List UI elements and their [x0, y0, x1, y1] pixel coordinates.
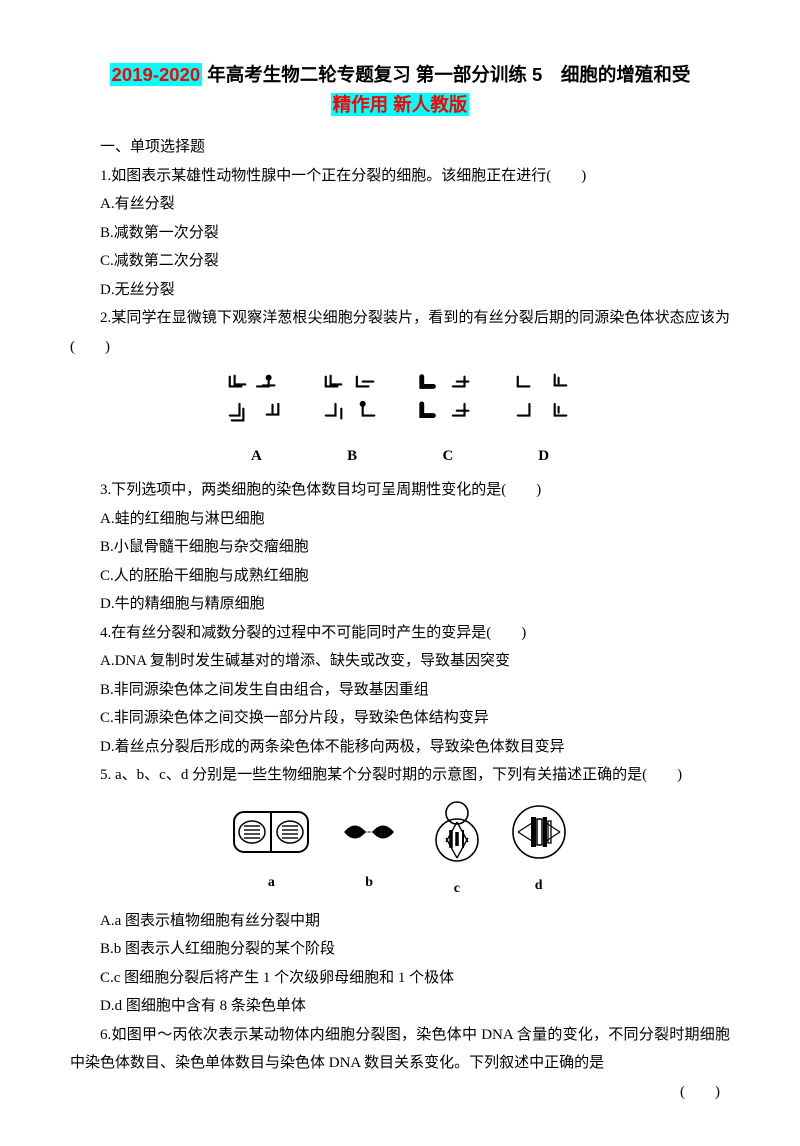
q5-stem: 5. a、b、c、d 分别是一些生物细胞某个分裂时期的示意图，下列有关描述正确的…	[70, 761, 730, 790]
chrom-label-c: C	[414, 442, 482, 471]
q2-figure-row: A B C	[70, 371, 730, 470]
q5-d: D.d 图细胞中含有 8 条染色单体	[70, 992, 730, 1021]
q5-a: A.a 图表示植物细胞有丝分裂中期	[70, 907, 730, 936]
q5-figure-row: a b c	[70, 800, 730, 903]
q1-a: A.有丝分裂	[70, 190, 730, 219]
q3-a: A.蛙的红细胞与淋巴细胞	[70, 505, 730, 534]
chrom-set-c: C	[414, 371, 482, 470]
q4-b: B.非同源染色体之间发生自由组合，导致基因重组	[70, 676, 730, 705]
cell-label-a: a	[232, 870, 310, 897]
q4-c: C.非同源染色体之间交换一部分片段，导致染色体结构变异	[70, 704, 730, 733]
chromosome-icon	[318, 371, 386, 429]
q5-c: C.c 图细胞分裂后将产生 1 个次级卵母细胞和 1 个极体	[70, 964, 730, 993]
chromosome-icon	[414, 371, 482, 429]
chromosome-icon	[510, 371, 578, 429]
chromosome-icon	[222, 371, 290, 429]
q1-c: C.减数第二次分裂	[70, 247, 730, 276]
cell-diagram-icon	[428, 800, 486, 864]
title-highlight-2: 精作用 新人教版	[331, 93, 470, 116]
cell-d: d	[510, 803, 568, 900]
q1-stem: 1.如图表示某雄性动物性腺中一个正在分裂的细胞。该细胞正在进行( )	[70, 162, 730, 191]
q6-stem: 6.如图甲～丙依次表示某动物体内细胞分裂图，染色体中 DNA 含量的变化，不同分…	[70, 1021, 730, 1078]
q1-b: B.减数第一次分裂	[70, 219, 730, 248]
chrom-label-a: A	[222, 442, 290, 471]
cell-a: a	[232, 806, 310, 897]
q2-stem-text: 2.某同学在显微镜下观察洋葱根尖细胞分裂装片，看到的有丝分裂后期的同源染色体状态…	[70, 310, 730, 355]
cell-label-d: d	[510, 873, 568, 900]
q3-c: C.人的胚胎干细胞与成熟红细胞	[70, 562, 730, 591]
q5-b: B.b 图表示人红细胞分裂的某个阶段	[70, 935, 730, 964]
title-highlight-1: 2019-2020	[110, 63, 202, 86]
page: 2019-2020 年高考生物二轮专题复习 第一部分训练 5 细胞的增殖和受 精…	[0, 0, 800, 1146]
chrom-set-d: D	[510, 371, 578, 470]
q6-paren: ( )	[70, 1078, 730, 1107]
q2-stem: 2.某同学在显微镜下观察洋葱根尖细胞分裂装片，看到的有丝分裂后期的同源染色体状态…	[70, 304, 730, 361]
chrom-label-b: B	[318, 442, 386, 471]
cell-c: c	[428, 800, 486, 903]
cell-diagram-icon	[510, 803, 568, 861]
document-title: 2019-2020 年高考生物二轮专题复习 第一部分训练 5 细胞的增殖和受 精…	[70, 60, 730, 119]
section-heading: 一、单项选择题	[70, 133, 730, 162]
q6-paren-text: ( )	[680, 1078, 720, 1107]
chrom-set-a: A	[222, 371, 290, 470]
cell-label-c: c	[428, 876, 486, 903]
cell-label-b: b	[334, 870, 404, 897]
q4-d: D.着丝点分裂后形成的两条染色体不能移向两极，导致染色体数目变异	[70, 733, 730, 762]
q1-d: D.无丝分裂	[70, 276, 730, 305]
chrom-set-b: B	[318, 371, 386, 470]
q4-a: A.DNA 复制时发生碱基对的增添、缺失或改变，导致基因突变	[70, 647, 730, 676]
q3-d: D.牛的精细胞与精原细胞	[70, 590, 730, 619]
cell-diagram-icon	[232, 806, 310, 858]
q3-stem: 3.下列选项中，两类细胞的染色体数目均可呈周期性变化的是( )	[70, 476, 730, 505]
chrom-label-d: D	[510, 442, 578, 471]
title-rest-1: 年高考生物二轮专题复习 第一部分训练 5 细胞的增殖和受	[202, 64, 690, 85]
q3-b: B.小鼠骨髓干细胞与杂交瘤细胞	[70, 533, 730, 562]
q4-stem: 4.在有丝分裂和减数分裂的过程中不可能同时产生的变异是( )	[70, 619, 730, 648]
cell-b: b	[334, 806, 404, 897]
cell-diagram-icon	[334, 806, 404, 858]
